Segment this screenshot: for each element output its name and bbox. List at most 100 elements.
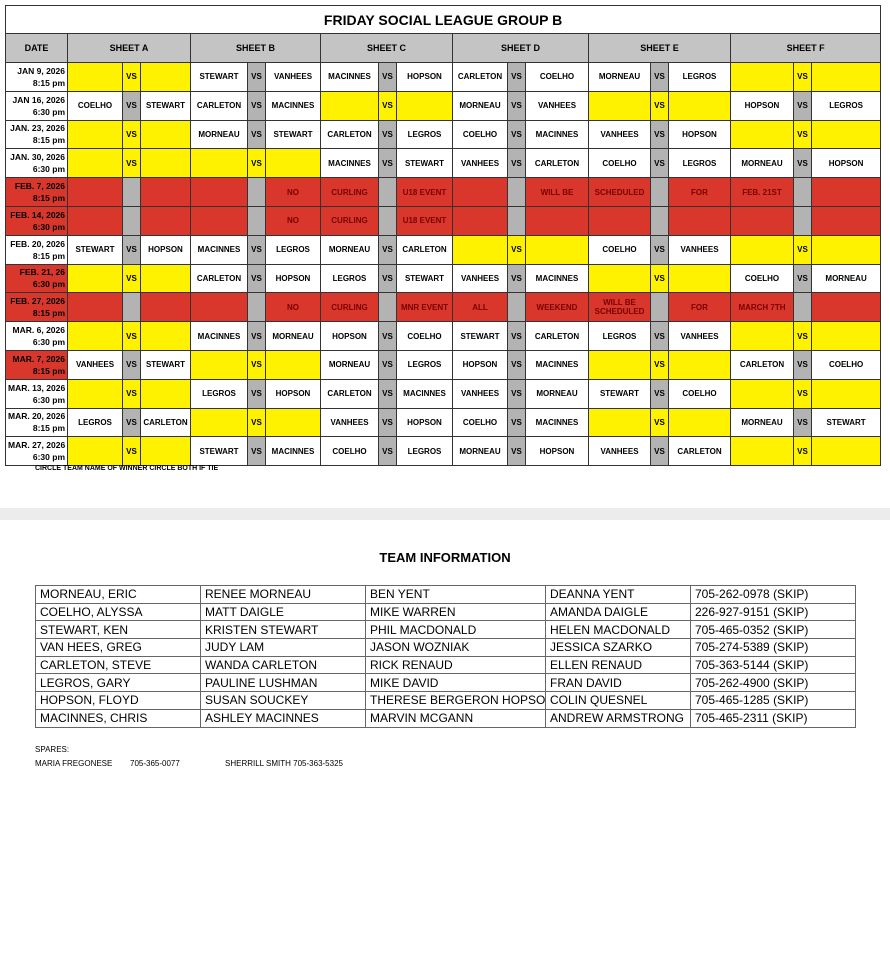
team-cell bbox=[190, 148, 248, 179]
team-cell bbox=[452, 205, 508, 236]
vs-cell: VS bbox=[650, 148, 669, 179]
vs-cell: VS bbox=[247, 378, 266, 409]
team-cell bbox=[140, 378, 191, 409]
phone: 705-262-0978 (SKIP) bbox=[690, 585, 856, 604]
vs-cell bbox=[650, 177, 669, 207]
schedule-row: JAN 16, 2026 6:30 pm COELHO VS STEWART CARLET… bbox=[5, 90, 882, 121]
team-cell: FEB. 21ST bbox=[730, 177, 794, 207]
player-name: COLIN QUESNEL bbox=[545, 691, 691, 710]
vs-cell bbox=[378, 292, 397, 323]
vs-cell: VS bbox=[793, 263, 812, 294]
team-cell bbox=[190, 177, 248, 207]
team-cell: CURLING bbox=[320, 292, 379, 323]
team-cell: MARCH 7TH bbox=[730, 292, 794, 323]
team-cell: VANHEES bbox=[668, 234, 731, 265]
schedule-row: FEB. 7, 2026 8:15 pm NO CURLING U18 EVENT WIL… bbox=[5, 177, 882, 207]
vs-cell: VS bbox=[247, 263, 266, 294]
team-cell: FOR bbox=[668, 292, 731, 323]
vs-cell bbox=[507, 292, 526, 323]
vs-cell: VS bbox=[378, 407, 397, 438]
team-cell: CARLETON bbox=[320, 378, 379, 409]
vs-cell: VS bbox=[507, 90, 526, 121]
team-cell: STEWART bbox=[810, 407, 882, 438]
vs-cell bbox=[122, 205, 141, 236]
team-cell bbox=[730, 62, 794, 92]
vs-cell: VS bbox=[378, 90, 397, 121]
team-cell: NO bbox=[265, 205, 321, 236]
team-cell: HOPSON bbox=[265, 378, 321, 409]
team-cell: MORNEAU bbox=[190, 119, 248, 150]
time: 6:30 pm bbox=[32, 164, 65, 175]
spare-name: MARIA FREGONESE bbox=[35, 759, 113, 768]
team-cell: STEWART bbox=[396, 148, 453, 179]
team-cell: STEWART bbox=[265, 119, 321, 150]
vs-cell: VS bbox=[793, 90, 812, 121]
team-row: VAN HEES, GREG JUDY LAM JASON WOZNIAK JESSI… bbox=[35, 638, 856, 657]
date: JAN. 23, 2026 bbox=[10, 123, 65, 134]
team-cell bbox=[190, 205, 248, 236]
date: FEB. 14, 2026 bbox=[10, 209, 65, 220]
vs-cell: VS bbox=[122, 119, 141, 150]
team-cell: CURLING bbox=[320, 205, 379, 236]
team-cell bbox=[452, 177, 508, 207]
vs-cell: VS bbox=[378, 349, 397, 380]
team-cell: COELHO bbox=[452, 407, 508, 438]
schedule-title: FRIDAY SOCIAL LEAGUE GROUP B bbox=[4, 5, 882, 34]
schedule-row: MAR. 7, 2026 8:15 pm VANHEES VS STEWART VS MOR… bbox=[5, 349, 882, 380]
team-cell bbox=[668, 349, 731, 380]
team-cell bbox=[67, 119, 123, 150]
date-cell: MAR. 13, 2026 6:30 pm bbox=[5, 378, 68, 409]
vs-cell: VS bbox=[122, 148, 141, 179]
team-row: HOPSON, FLOYD SUSAN SOUCKEY THERESE BERGER… bbox=[35, 691, 856, 710]
vs-cell: VS bbox=[650, 407, 669, 438]
team-cell bbox=[810, 177, 882, 207]
team-cell: VANHEES bbox=[525, 90, 589, 121]
team-cell: NO bbox=[265, 177, 321, 207]
time: 6:30 pm bbox=[32, 394, 65, 405]
team-cell: MORNEAU bbox=[452, 90, 508, 121]
date-cell: JAN. 23, 2026 8:15 pm bbox=[5, 119, 68, 150]
team-cell: ALL bbox=[452, 292, 508, 323]
team-cell: CARLETON bbox=[452, 62, 508, 92]
team-row: CARLETON, STEVE WANDA CARLETON RICK RENAUD… bbox=[35, 655, 856, 675]
team-cell: COELHO bbox=[730, 263, 794, 294]
player-name: RENEE MORNEAU bbox=[200, 585, 366, 604]
team-row: MORNEAU, ERIC RENEE MORNEAU BEN YENT DEANNA… bbox=[35, 585, 856, 604]
date-cell: FEB. 7, 2026 8:15 pm bbox=[5, 177, 68, 207]
player-name: JESSICA SZARKO bbox=[545, 638, 691, 657]
vs-cell: VS bbox=[122, 263, 141, 294]
vs-cell: VS bbox=[247, 321, 266, 351]
vs-cell: VS bbox=[507, 407, 526, 438]
team-cell: COELHO bbox=[588, 234, 651, 265]
date: FEB. 7, 2026 bbox=[14, 181, 65, 192]
team-cell bbox=[396, 90, 453, 121]
team-cell bbox=[588, 205, 651, 236]
team-cell bbox=[525, 205, 589, 236]
player-name: MIKE WARREN bbox=[365, 602, 546, 622]
player-name: WANDA CARLETON bbox=[200, 655, 366, 675]
team-cell bbox=[810, 378, 882, 409]
spares-label: SPARES: bbox=[35, 745, 70, 754]
date: JAN 16, 2026 bbox=[12, 94, 65, 105]
vs-cell bbox=[507, 177, 526, 207]
team-cell bbox=[67, 321, 123, 351]
date-cell: FEB. 27, 2026 8:15 pm bbox=[5, 292, 68, 323]
skip-name: VAN HEES, GREG bbox=[35, 638, 201, 657]
player-name: MATT DAIGLE bbox=[200, 602, 366, 622]
time: 6:30 pm bbox=[32, 221, 65, 232]
team-cell: HOPSON bbox=[525, 436, 589, 467]
player-name: SUSAN SOUCKEY bbox=[200, 691, 366, 710]
team-cell: CARLETON bbox=[525, 321, 589, 351]
date: MAR. 27, 2026 bbox=[8, 440, 66, 451]
team-cell: MORNEAU bbox=[320, 349, 379, 380]
team-cell bbox=[668, 205, 731, 236]
date-cell: FEB. 20, 2026 8:15 pm bbox=[5, 234, 68, 265]
team-cell: VANHEES bbox=[668, 321, 731, 351]
team-table: MORNEAU, ERIC RENEE MORNEAU BEN YENT DEANNA… bbox=[35, 585, 856, 728]
team-cell: FOR bbox=[668, 177, 731, 207]
vs-cell: VS bbox=[507, 378, 526, 409]
vs-cell: VS bbox=[793, 148, 812, 179]
vs-cell: VS bbox=[650, 62, 669, 92]
team-cell bbox=[190, 292, 248, 323]
vs-cell: VS bbox=[122, 90, 141, 121]
